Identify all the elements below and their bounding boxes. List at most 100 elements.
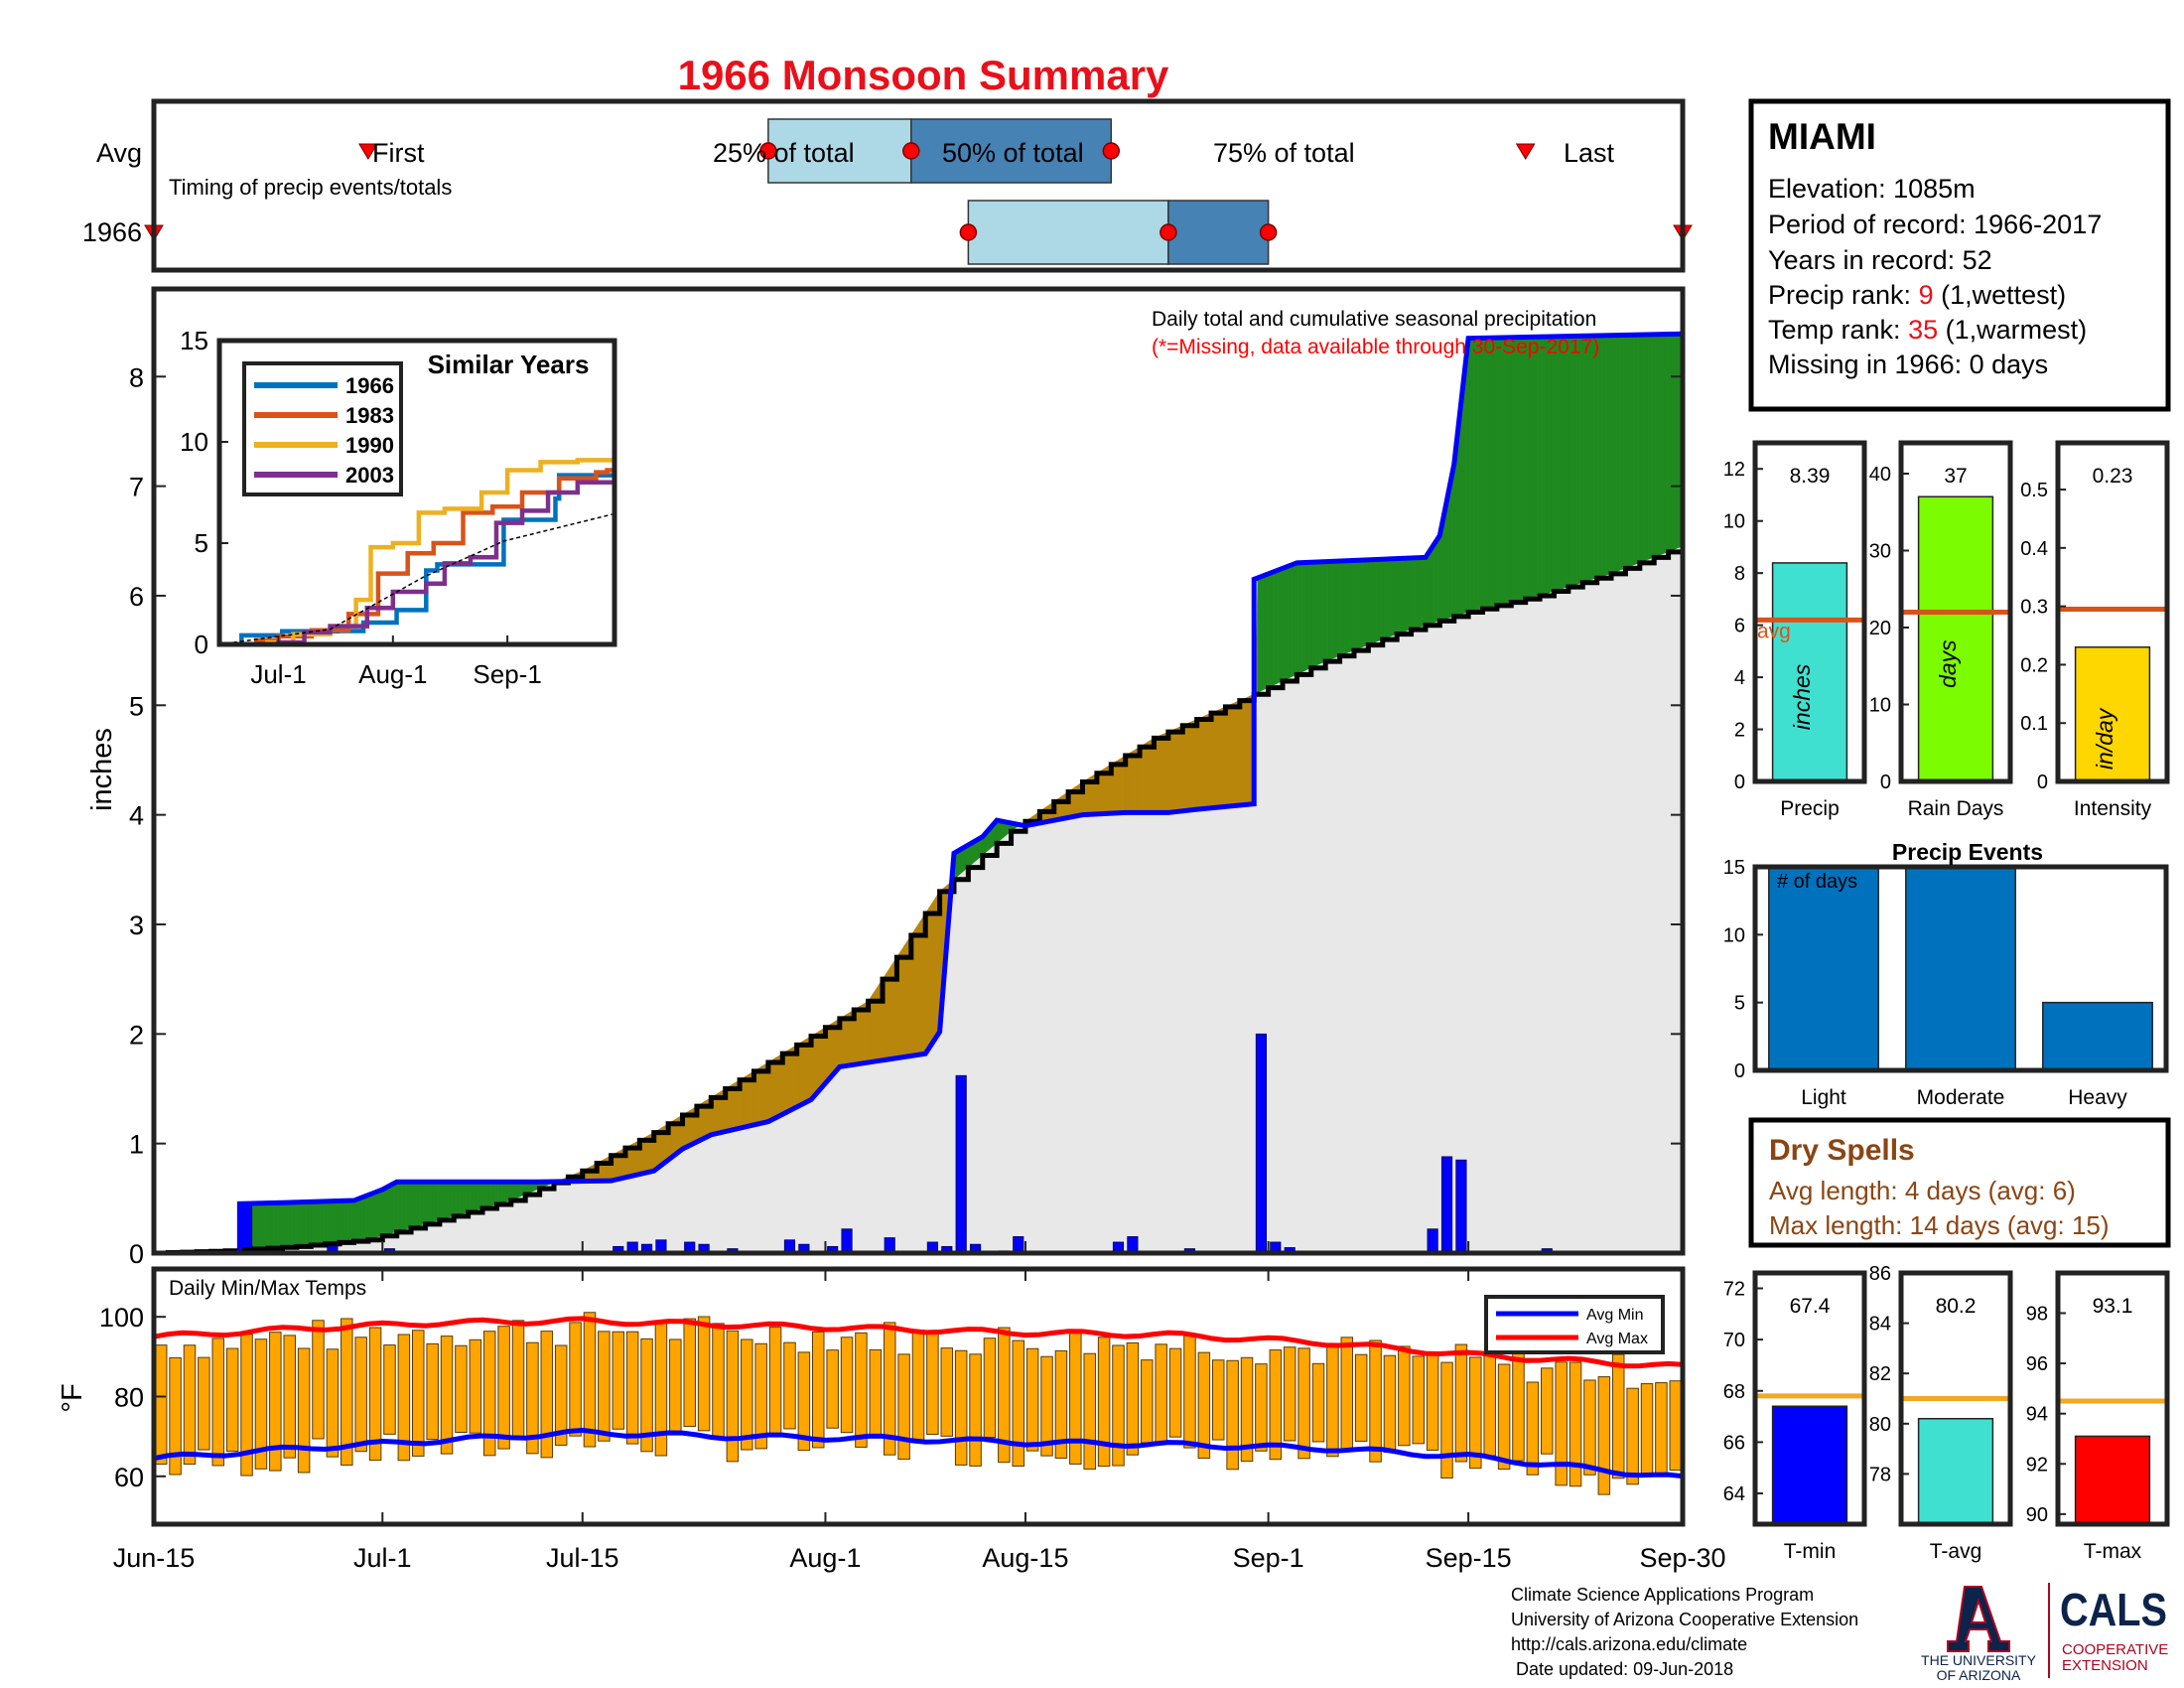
intensity-category-label: Intensity xyxy=(2074,797,2152,820)
common-precip-area xyxy=(154,546,1683,1253)
departure-fill-segment xyxy=(756,1065,761,1125)
x-tick-label: Sep-1 xyxy=(1233,1543,1304,1573)
departure-fill-segment xyxy=(1393,558,1398,636)
daily-temp-range-bar xyxy=(1583,1379,1596,1476)
departure-fill-segment xyxy=(1578,335,1583,585)
daily-temp-range-bar xyxy=(1240,1356,1254,1463)
departure-fill-segment xyxy=(257,1202,262,1250)
departure-fill-segment xyxy=(339,1200,344,1243)
daily-temp-range-bar xyxy=(326,1348,340,1458)
daily-temp-range-bar xyxy=(1197,1351,1211,1460)
main-y-tick-label: 1 xyxy=(129,1130,144,1160)
daily-precip-bar xyxy=(1440,1156,1453,1254)
intensity-y-tick-label: 0.4 xyxy=(2020,538,2048,560)
departure-fill-segment xyxy=(267,1202,273,1249)
daily-temp-range-bar xyxy=(1297,1347,1310,1460)
daily-temp-range-bar xyxy=(426,1342,439,1441)
daily-temp-range-bar xyxy=(697,1316,711,1432)
departure-fill-segment xyxy=(1306,561,1312,670)
daily-temp-range-bar xyxy=(354,1336,367,1453)
avg-max-temp-line xyxy=(153,1316,1684,1369)
daily-temp-range-bar xyxy=(1383,1354,1397,1454)
departure-fill-segment xyxy=(307,1201,312,1246)
daily-temp-range-bar xyxy=(1569,1361,1582,1487)
departure-fill-segment xyxy=(363,1195,369,1241)
daily-temp-range-bar xyxy=(797,1351,811,1452)
departure-fill-segment xyxy=(1432,539,1437,624)
main-y-tick-label: 4 xyxy=(129,801,144,831)
inset-legend-label-1966: 1966 xyxy=(345,373,394,398)
x-tick-label: Jun-15 xyxy=(113,1543,196,1573)
departure-fill-segment xyxy=(485,1181,490,1208)
daily-temp-range-bar xyxy=(569,1322,582,1437)
departure-fill-segment xyxy=(1321,561,1326,664)
t_avg-y-tick-label: 82 xyxy=(1869,1363,1891,1385)
inset-legend-label-1983: 1983 xyxy=(345,403,394,428)
legend-label-avg-min: Avg Min xyxy=(1586,1307,1644,1324)
departure-fill-segment xyxy=(1625,335,1630,569)
departure-fill-segment xyxy=(471,1181,477,1212)
departure-fill-segment xyxy=(443,1181,448,1220)
departure-fill-segment xyxy=(785,1049,790,1113)
departure-fill-segment xyxy=(1221,706,1226,808)
inset-x-tick-label: Aug-1 xyxy=(358,659,427,689)
departure-fill-segment xyxy=(1232,701,1237,807)
departure-fill-segment xyxy=(1429,545,1433,626)
cals-logo-cooperative: COOPERATIVE xyxy=(2062,1641,2168,1658)
t_avg-y-tick-label: 78 xyxy=(1869,1464,1891,1485)
daily-temp-range-bar xyxy=(741,1338,753,1451)
x-tick-label: Aug-15 xyxy=(982,1543,1068,1573)
precip_total-avg-label: avg xyxy=(1757,620,1791,642)
departure-fill-segment xyxy=(1275,569,1280,685)
t_min-y-tick-label: 72 xyxy=(1723,1278,1745,1300)
departure-fill-segment xyxy=(1075,783,1080,817)
inset-x-tick-label: Jul-1 xyxy=(250,659,306,689)
rain_days-value-label: 37 xyxy=(1944,465,1967,488)
departure-fill-segment xyxy=(1632,334,1637,567)
departure-fill-segment xyxy=(1181,723,1187,812)
departure-fill-segment xyxy=(1171,728,1176,813)
departure-fill-segment xyxy=(1132,748,1137,813)
t_min-value-label: 67.4 xyxy=(1790,1295,1831,1318)
departure-fill-segment xyxy=(1478,338,1483,611)
departure-fill-segment xyxy=(828,1022,833,1080)
avg-timing-marker-p75 xyxy=(1102,142,1121,160)
departure-fill-segment xyxy=(1199,715,1205,810)
departure-fill-segment xyxy=(496,1181,501,1205)
inset-legend-label-1990: 1990 xyxy=(345,433,394,458)
daily-temp-range-bar xyxy=(1512,1350,1525,1462)
daily-temp-range-bar xyxy=(1454,1343,1468,1463)
departure-fill-segment xyxy=(421,1181,426,1226)
departure-fill-segment xyxy=(1621,335,1626,571)
departure-fill-segment xyxy=(1546,336,1552,595)
footer-line-university: University of Arizona Cooperative Extens… xyxy=(1511,1610,1858,1629)
departure-fill-segment xyxy=(728,1083,734,1132)
small-chart-frame xyxy=(1898,440,2013,784)
departure-fill-segment xyxy=(803,1038,808,1104)
departure-fill-segment xyxy=(1414,557,1420,630)
departure-fill-segment xyxy=(1532,336,1537,598)
t_max-y-tick-label: 90 xyxy=(2026,1504,2048,1526)
departure-fill-segment xyxy=(1375,559,1380,643)
departure-fill-segment xyxy=(1174,726,1179,812)
daily-temp-range-bar xyxy=(1168,1347,1182,1438)
rain_days-y-tick-label: 0 xyxy=(1880,772,1891,793)
departure-fill-segment xyxy=(378,1189,383,1238)
departure-fill-segment xyxy=(329,1200,334,1244)
daily-temp-range-bar xyxy=(1655,1382,1668,1476)
departure-fill-segment xyxy=(410,1181,415,1229)
departure-fill-segment xyxy=(282,1201,287,1248)
departure-fill-segment xyxy=(1610,335,1615,575)
t_max-category-label: T-max xyxy=(2084,1540,2142,1563)
daily-temp-range-bar xyxy=(1326,1343,1339,1458)
departure-fill-segment xyxy=(1554,336,1559,592)
departure-fill-segment xyxy=(1146,740,1152,813)
precip_events-y-tick-label: 0 xyxy=(1734,1060,1745,1082)
daily-temp-range-bar xyxy=(1369,1339,1382,1463)
daily-temp-range-bar xyxy=(554,1344,568,1446)
departure-fill-segment xyxy=(1114,759,1119,814)
precip_events-bar xyxy=(1905,866,2016,1071)
departure-fill-segment xyxy=(417,1181,423,1227)
departure-fill-segment xyxy=(1489,337,1494,608)
departure-fill-segment xyxy=(1060,793,1065,820)
